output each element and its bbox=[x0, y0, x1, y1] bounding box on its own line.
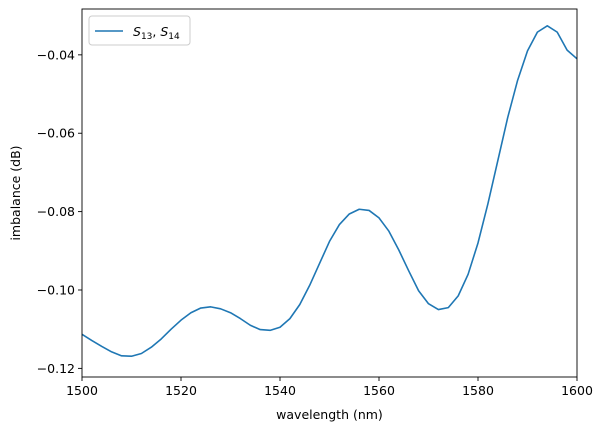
x-tick-label: 1580 bbox=[462, 383, 494, 398]
axes: 1500 1520 1540 1560 1580 1600 −0.12 −0.10 −0.08 −… bbox=[37, 8, 593, 398]
legend-symbol-1: S bbox=[133, 24, 141, 39]
legend-subscript-2: 14 bbox=[168, 32, 180, 42]
legend: S13, S14 bbox=[88, 15, 191, 46]
x-tick-label: 1540 bbox=[264, 383, 296, 398]
y-tick-label: −0.10 bbox=[37, 282, 75, 297]
legend-box bbox=[88, 15, 191, 46]
y-tick-label: −0.08 bbox=[37, 204, 75, 219]
y-tick-label: −0.04 bbox=[37, 47, 75, 62]
series-line-1 bbox=[82, 25, 577, 358]
legend-comma: , bbox=[152, 24, 160, 39]
y-axis-label: imbalance (dB) bbox=[8, 145, 23, 240]
x-tick-label: 1520 bbox=[165, 383, 197, 398]
plot-area bbox=[82, 25, 577, 358]
x-tick-label: 1500 bbox=[66, 383, 98, 398]
x-tick-label: 1560 bbox=[363, 383, 395, 398]
legend-subscript-1: 13 bbox=[141, 32, 152, 42]
x-tick-label: 1600 bbox=[561, 383, 593, 398]
legend-entry-label: S13, S14 bbox=[133, 24, 180, 42]
axes-frame bbox=[81, 8, 578, 378]
y-tick-label: −0.06 bbox=[37, 126, 75, 141]
x-axis-label: wavelength (nm) bbox=[276, 407, 383, 422]
legend-symbol-2: S bbox=[160, 24, 168, 39]
y-tick-label: −0.12 bbox=[37, 361, 75, 376]
